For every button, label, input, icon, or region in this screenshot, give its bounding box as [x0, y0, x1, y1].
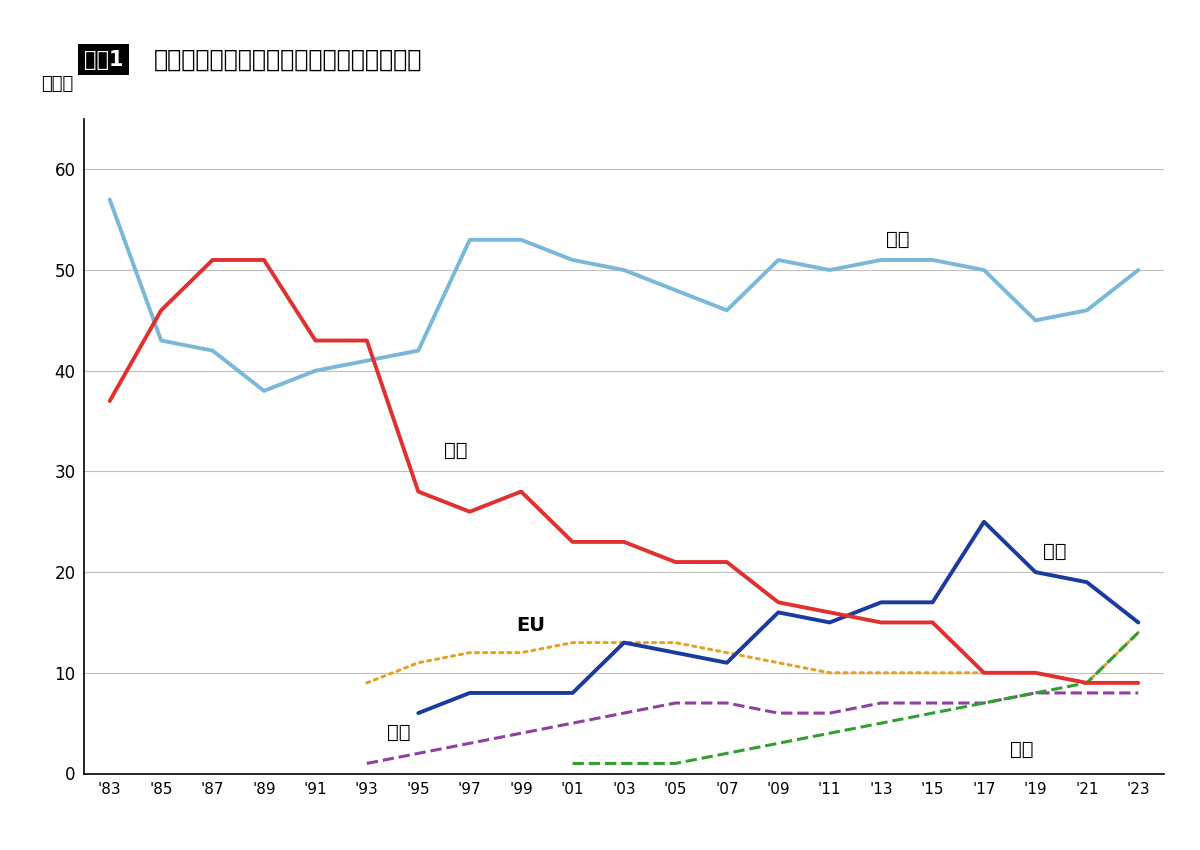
Text: EU: EU [516, 615, 545, 634]
Text: 中国: 中国 [1009, 740, 1033, 759]
Text: （％）: （％） [41, 75, 73, 93]
Text: 韓国: 韓国 [1043, 542, 1067, 561]
Text: 台湾: 台湾 [388, 723, 410, 742]
Text: 半導体メーカーの国と地域別の市場シェア: 半導体メーカーの国と地域別の市場シェア [154, 48, 422, 71]
Text: 日本: 日本 [444, 441, 468, 461]
Text: 米国: 米国 [887, 230, 910, 249]
Text: 図表1: 図表1 [84, 49, 124, 70]
